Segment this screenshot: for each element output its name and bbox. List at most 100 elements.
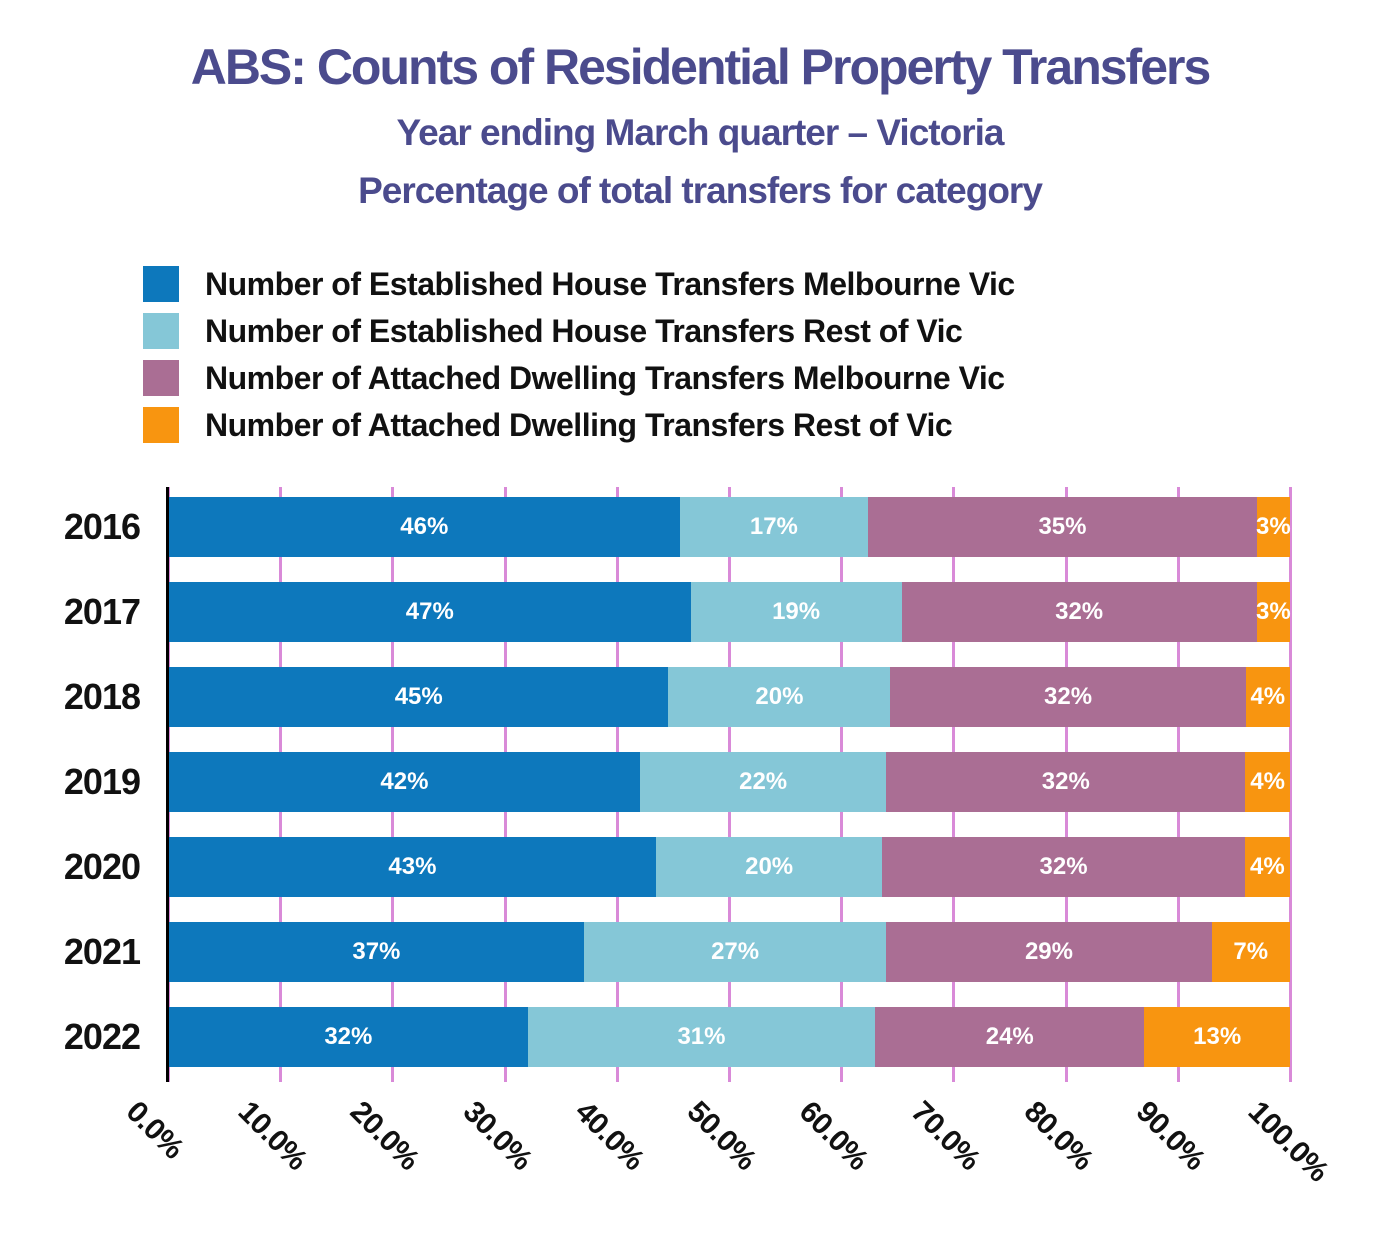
bar-segment: 7% — [1211, 922, 1290, 982]
chart-title: ABS: Counts of Residential Property Tran… — [190, 39, 1212, 95]
x-tick-label: 10.0% — [231, 1095, 314, 1177]
bar-segment: 32% — [890, 667, 1246, 727]
bar-segment-label: 4% — [1250, 768, 1285, 795]
bar-segment-label: 45% — [394, 683, 443, 710]
legend-swatch — [143, 407, 179, 443]
bar-segment: 27% — [583, 922, 887, 982]
bar-segment: 24% — [875, 1007, 1145, 1067]
bar-segment-label: 20% — [745, 853, 794, 880]
bar-segment: 29% — [886, 922, 1212, 982]
x-tick-label: 80.0% — [1017, 1095, 1099, 1177]
legend-swatch — [143, 266, 179, 302]
year-label: 2022 — [63, 1016, 141, 1057]
bar-segment: 19% — [690, 582, 902, 642]
bars-layer: 46% 17% 35% 3% 47% 19% 32% 3% 45% 20% 32% 4% 42% 22% 3… — [169, 497, 1291, 1067]
x-tick-label: 90.0% — [1129, 1095, 1212, 1177]
year-label: 2018 — [63, 676, 141, 717]
bar-segment-label: 35% — [1038, 513, 1087, 540]
bar-segment: 35% — [868, 497, 1257, 557]
bar-segment-label: 29% — [1024, 938, 1073, 965]
year-label: 2016 — [63, 506, 141, 547]
bar-segment: 17% — [679, 497, 869, 557]
bar-segment-label: 47% — [405, 598, 454, 625]
x-tick-label: 30.0% — [456, 1095, 538, 1177]
legend-swatch — [143, 360, 179, 396]
bar-row: 37% 27% 29% 7% — [169, 922, 1290, 982]
bar-segment-label: 20% — [755, 683, 804, 710]
bar-segment: 20% — [655, 837, 883, 897]
bar-segment: 43% — [169, 837, 656, 897]
bar-segment-label: 7% — [1233, 938, 1269, 965]
chart-subtitle: Year ending March quarter – Victoria — [396, 112, 1005, 153]
bar-segment: 32% — [882, 837, 1245, 897]
bar-segment-label: 43% — [388, 853, 437, 880]
bar-segment: 20% — [668, 667, 891, 727]
bar-segment-label: 32% — [1044, 683, 1093, 710]
bar-segment-label: 4% — [1250, 853, 1285, 880]
bar-segment: 32% — [886, 752, 1246, 812]
bar-segment: 32% — [901, 582, 1257, 642]
bar-segment-label: 32% — [324, 1023, 373, 1050]
bar-segment-label: 32% — [1039, 853, 1088, 880]
bar-segment: 4% — [1244, 837, 1291, 897]
legend-label: Number of Established House Transfers Re… — [205, 313, 963, 349]
bar-segment: 4% — [1245, 752, 1290, 812]
plot-area: 46% 17% 35% 3% 47% 19% 32% 3% 45% 20% 32% 4% 42% 22% 3… — [0, 487, 1400, 1188]
bar-row: 32% 31% 24% 13% — [169, 1007, 1291, 1067]
year-label: 2020 — [63, 846, 141, 887]
bar-segment: 42% — [169, 752, 640, 812]
legend-label: Number of Attached Dwelling Transfers Re… — [205, 407, 953, 443]
x-tick-label: 70.0% — [905, 1095, 987, 1177]
x-tick-label: 20.0% — [344, 1095, 426, 1177]
bar-segment: 22% — [639, 752, 887, 812]
bar-segment-label: 37% — [352, 938, 401, 965]
legend-item: Number of Attached Dwelling Transfers Me… — [143, 360, 1015, 396]
year-label: 2017 — [63, 591, 141, 632]
bar-segment-label: 24% — [985, 1023, 1034, 1050]
legend-item: Number of Established House Transfers Me… — [143, 266, 1015, 302]
bar-segment-label: 19% — [772, 598, 821, 625]
bar-segment-label: 22% — [739, 768, 788, 795]
bar-segment-label: 3% — [1256, 513, 1291, 540]
bar-segment-label: 3% — [1256, 598, 1291, 625]
bar-row: 42% 22% 32% 4% — [169, 752, 1290, 812]
bar-segment-label: 27% — [711, 938, 760, 965]
legend-label: Number of Established House Transfers Me… — [205, 266, 1015, 302]
bar-segment: 3% — [1256, 582, 1291, 642]
x-tick-label: 0.0% — [119, 1095, 190, 1166]
bar-segment-label: 4% — [1250, 683, 1286, 710]
bar-segment-label: 46% — [400, 513, 449, 540]
year-label: 2021 — [63, 931, 141, 972]
x-axis-labels: 0.0% 10.0% 20.0% 30.0% 40.0% 50.0% 60.0% 70.0% 8… — [120, 1087, 1335, 1207]
bar-row: 46% 17% 35% 3% — [169, 497, 1291, 557]
bar-segment: 46% — [169, 497, 680, 557]
bar-segment-label: 42% — [380, 768, 429, 795]
chart-subtitle-2: Percentage of total transfers for catego… — [358, 170, 1043, 211]
bar-segment: 45% — [169, 667, 669, 727]
bar-segment: 32% — [169, 1007, 528, 1067]
x-tick-label: 60.0% — [792, 1095, 875, 1177]
x-tick-label: 40.0% — [568, 1095, 651, 1177]
bar-segment-label: 32% — [1055, 598, 1104, 625]
legend-item: Number of Attached Dwelling Transfers Re… — [143, 407, 1015, 443]
bar-segment: 47% — [169, 582, 691, 642]
legend-item: Number of Established House Transfers Re… — [143, 313, 1015, 349]
y-axis-line — [166, 487, 169, 1082]
bar-segment: 31% — [527, 1007, 876, 1067]
bar-segment: 3% — [1256, 497, 1291, 557]
bar-segment-label: 32% — [1041, 768, 1090, 795]
bar-segment: 13% — [1144, 1007, 1291, 1067]
bar-segment-label: 17% — [749, 513, 798, 540]
legend-label: Number of Attached Dwelling Transfers Me… — [205, 360, 1005, 396]
bar-row: 47% 19% 32% 3% — [169, 582, 1291, 642]
x-tick-label: 50.0% — [680, 1095, 763, 1177]
bar-row: 43% 20% 32% 4% — [169, 837, 1291, 897]
year-label: 2019 — [63, 761, 141, 802]
bar-segment: 37% — [169, 922, 584, 982]
gridline — [1289, 487, 1292, 1082]
legend: Number of Established House Transfers Me… — [143, 266, 1015, 443]
bar-row: 45% 20% 32% 4% — [169, 667, 1290, 727]
legend-swatch — [143, 313, 179, 349]
bar-segment: 4% — [1245, 667, 1290, 727]
